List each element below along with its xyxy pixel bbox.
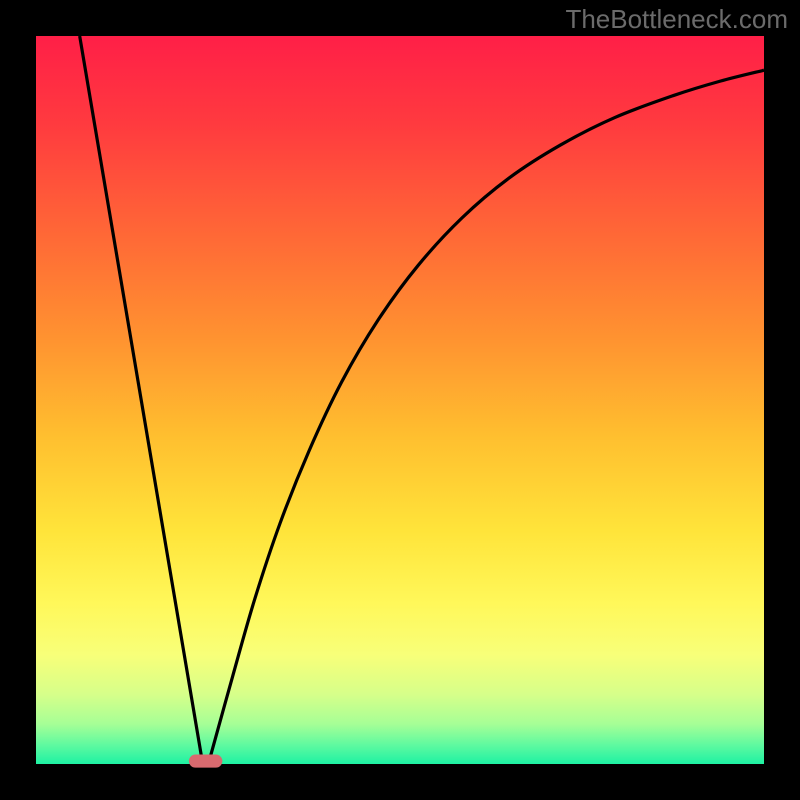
gradient-background — [36, 36, 764, 764]
bottleneck-chart — [0, 0, 800, 800]
watermark-text: TheBottleneck.com — [565, 4, 788, 35]
chart-container: TheBottleneck.com — [0, 0, 800, 800]
optimal-marker — [189, 755, 222, 768]
